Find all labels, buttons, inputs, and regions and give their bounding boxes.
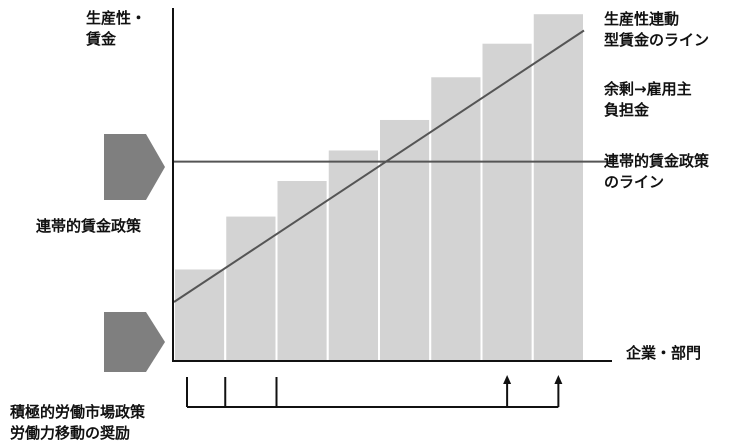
bar-1: [173, 267, 227, 362]
up-arrow-icon: [554, 375, 563, 384]
productivity-line-label-2: 型賃金のライン: [604, 31, 710, 49]
productivity-line: [173, 29, 585, 303]
surplus-label-1: 余剰→雇用主: [604, 80, 692, 98]
solidarity-policy-label: 連帯的賃金政策: [36, 216, 141, 237]
overlay-group: [173, 29, 612, 303]
y-axis-label-line2: 賃金: [86, 30, 117, 48]
labor-policy-label-2: 労働力移動の奨励: [10, 424, 131, 442]
bars-group: [173, 12, 585, 362]
productivity-line-label: 生産性連動 型賃金のライン: [604, 9, 709, 51]
right-arrow-icon: [104, 134, 165, 200]
y-axis-label-line1: 生産性・: [86, 9, 147, 27]
solidarity-line-label-1: 連帯的賃金政策: [604, 152, 710, 170]
solidarity-policy-text: 連帯的賃金政策: [36, 217, 142, 235]
labor-policy-bracket: [186, 375, 563, 408]
bar-5: [378, 117, 432, 362]
y-axis-label: 生産性・ 賃金: [86, 8, 146, 50]
solidarity-line-label: 連帯的賃金政策 のライン: [604, 151, 709, 193]
solidarity-line-label-2: のライン: [604, 173, 665, 191]
labor-policy-label: 積極的労働市場政策 労働力移動の奨励: [10, 402, 145, 444]
right-arrow-icon: [104, 312, 165, 372]
surplus-label: 余剰→雇用主 負担金: [604, 79, 692, 121]
up-arrow-icon: [503, 375, 512, 384]
bar-2: [224, 214, 278, 362]
surplus-label-2: 負担金: [604, 101, 650, 119]
bar-3: [275, 178, 329, 362]
bar-8: [531, 12, 585, 362]
x-axis-label-text: 企業・部門: [626, 344, 702, 362]
bar-7: [480, 41, 534, 362]
bar-6: [429, 75, 483, 362]
labor-policy-label-1: 積極的労働市場政策: [10, 403, 146, 421]
x-axis-label: 企業・部門: [626, 343, 701, 364]
bar-4: [326, 148, 380, 362]
productivity-line-label-1: 生産性連動: [604, 10, 680, 28]
